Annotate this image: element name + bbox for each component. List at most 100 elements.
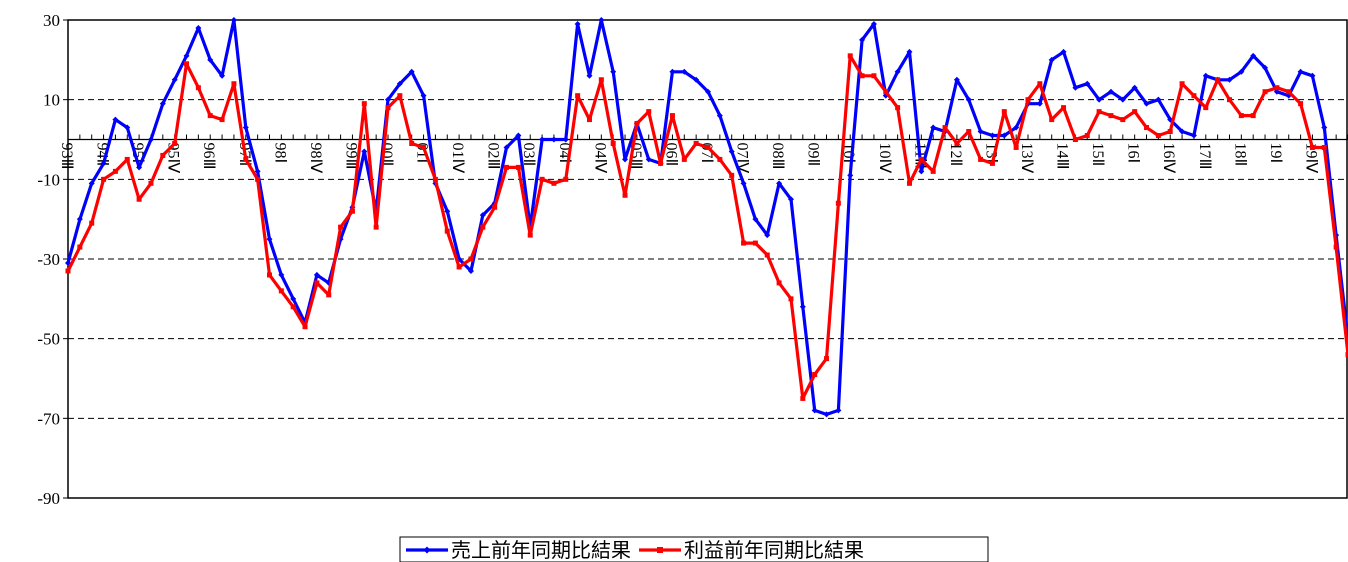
point-marker: [1286, 89, 1292, 95]
point-marker: [1321, 124, 1328, 131]
point-marker: [562, 136, 569, 143]
point-marker: [136, 164, 143, 171]
y-tick-label: -50: [37, 330, 60, 349]
y-tick-label: -10: [37, 170, 60, 189]
point-marker: [1001, 109, 1007, 115]
point-marker: [729, 172, 735, 178]
series-line: [66, 18, 1348, 416]
point-marker: [77, 244, 83, 250]
point-marker: [1107, 88, 1114, 95]
point-marker: [1120, 117, 1126, 123]
point-marker: [741, 240, 747, 246]
point-marker: [1036, 100, 1043, 107]
point-marker: [1262, 89, 1268, 95]
point-marker: [693, 76, 700, 83]
point-marker: [1096, 96, 1103, 103]
x-tick-label: 09Ⅱ: [805, 143, 822, 167]
point-marker: [76, 216, 83, 223]
point-marker: [1001, 132, 1008, 139]
point-marker: [586, 72, 593, 79]
point-marker: [787, 196, 794, 203]
point-marker: [1250, 113, 1256, 119]
point-marker: [1132, 109, 1138, 115]
point-marker: [977, 128, 984, 135]
x-tick-label: 18Ⅱ: [1231, 143, 1248, 167]
point-marker: [930, 124, 937, 131]
point-marker: [1155, 133, 1161, 139]
point-marker: [1025, 97, 1031, 103]
point-marker: [705, 88, 711, 95]
point-marker: [480, 224, 486, 230]
point-marker: [717, 156, 723, 162]
point-marker: [788, 296, 794, 302]
point-marker: [338, 224, 344, 230]
point-marker: [278, 288, 284, 294]
point-marker: [989, 160, 995, 166]
point-marker: [112, 116, 119, 123]
point-marker: [160, 152, 166, 158]
point-marker: [183, 52, 190, 59]
point-marker: [646, 109, 652, 115]
point-marker: [1119, 96, 1126, 103]
point-marker: [574, 20, 581, 27]
x-tick-label: 98Ⅳ: [307, 143, 324, 174]
x-tick-label: 98Ⅰ: [271, 143, 288, 164]
point-marker: [811, 407, 818, 414]
point-marker: [385, 96, 391, 103]
x-tick-label: 99Ⅲ: [342, 143, 359, 170]
point-marker: [1143, 100, 1150, 107]
point-marker: [1309, 144, 1315, 150]
point-marker: [669, 68, 676, 75]
point-marker: [184, 61, 190, 67]
point-marker: [835, 200, 841, 206]
point-marker: [1155, 96, 1162, 103]
point-marker: [1131, 84, 1138, 91]
point-marker: [492, 204, 498, 210]
y-tick-label: -90: [37, 489, 60, 508]
point-marker: [243, 156, 249, 162]
point-marker: [645, 156, 652, 163]
point-marker: [871, 73, 877, 79]
point-marker: [349, 208, 355, 214]
x-tick-label: 15Ⅱ: [1089, 143, 1106, 167]
point-marker: [195, 85, 201, 91]
point-marker: [1345, 352, 1348, 358]
point-marker: [1238, 113, 1244, 119]
x-tick-label: 16Ⅰ: [1125, 143, 1142, 164]
x-tick-label: 04Ⅳ: [591, 143, 608, 174]
point-marker: [906, 180, 912, 186]
point-marker: [1179, 81, 1185, 87]
point-marker: [266, 236, 273, 243]
point-marker: [207, 113, 213, 119]
point-marker: [728, 148, 735, 155]
point-marker: [432, 176, 438, 182]
point-marker: [326, 292, 332, 298]
point-marker: [669, 113, 675, 119]
point-marker: [681, 68, 688, 75]
point-marker: [575, 93, 581, 99]
point-marker: [965, 96, 972, 103]
point-marker: [1179, 128, 1186, 135]
point-marker: [361, 101, 367, 107]
point-marker: [148, 180, 154, 186]
point-marker: [504, 164, 510, 170]
point-marker: [776, 280, 782, 286]
point-marker: [314, 280, 320, 286]
point-marker: [776, 180, 783, 187]
point-marker: [147, 136, 154, 143]
point-marker: [124, 124, 131, 131]
point-marker: [586, 117, 592, 123]
x-tick-label: 01Ⅳ: [449, 143, 466, 174]
point-marker: [539, 176, 545, 182]
x-tick-label: 19Ⅰ: [1267, 143, 1284, 164]
point-marker: [171, 76, 178, 83]
point-marker: [313, 271, 320, 278]
x-tick-label: 02Ⅲ: [485, 143, 502, 170]
legend-marker: [423, 546, 431, 554]
point-marker: [290, 295, 297, 302]
point-marker: [1013, 124, 1020, 131]
point-marker: [906, 48, 913, 55]
point-marker: [764, 232, 771, 239]
point-marker: [658, 160, 664, 166]
point-marker: [799, 303, 806, 310]
